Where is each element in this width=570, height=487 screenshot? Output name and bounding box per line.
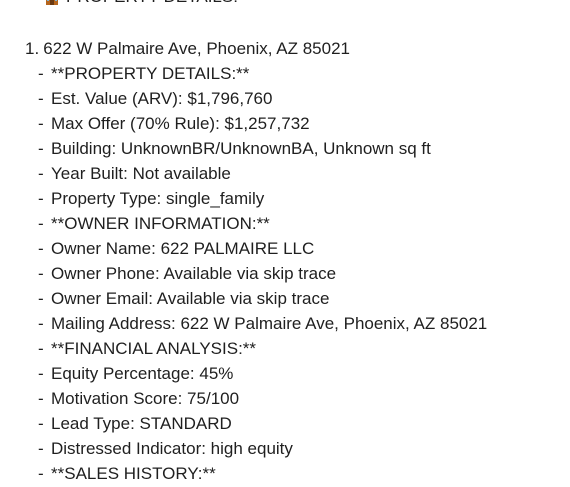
detail-text: Motivation Score: 75/100 — [51, 389, 240, 408]
detail-text: **SALES HISTORY:** — [51, 464, 216, 483]
property-address: 622 W Palmaire Ave, Phoenix, AZ 85021 — [43, 39, 351, 58]
detail-line: - Property Type: single_family — [25, 186, 560, 211]
detail-line: - **SALES HISTORY:** — [25, 461, 560, 486]
bullet-dash: - — [38, 439, 44, 458]
bullet-dash: - — [38, 214, 44, 233]
bullet-dash: - — [38, 389, 44, 408]
detail-line: - Motivation Score: 75/100 — [25, 386, 560, 411]
detail-line: - Equity Percentage: 45% — [25, 361, 560, 386]
bullet-dash: - — [38, 139, 44, 158]
detail-text: Distressed Indicator: high equity — [51, 439, 293, 458]
detail-line: - Max Offer (70% Rule): $1,257,732 — [25, 111, 560, 136]
section-header-cut-off: PROPERTY DETAILS: — [44, 0, 238, 8]
bullet-dash: - — [38, 289, 44, 308]
detail-text: Lead Type: STANDARD — [51, 414, 232, 433]
detail-line: - **OWNER INFORMATION:** — [25, 211, 560, 236]
detail-line: - Year Built: Not available — [25, 161, 560, 186]
section-header-text: PROPERTY DETAILS: — [66, 0, 238, 7]
bullet-dash: - — [38, 239, 44, 258]
bullet-dash: - — [38, 264, 44, 283]
detail-text: Max Offer (70% Rule): $1,257,732 — [51, 114, 310, 133]
detail-line: - Building: UnknownBR/UnknownBA, Unknown … — [25, 136, 560, 161]
bullet-dash: - — [38, 339, 44, 358]
detail-text: Owner Email: Available via skip trace — [51, 289, 330, 308]
bullet-dash: - — [38, 164, 44, 183]
bullet-dash: - — [38, 114, 44, 133]
detail-line: - Owner Email: Available via skip trace — [25, 286, 560, 311]
bullet-dash: - — [38, 414, 44, 433]
detail-line: - Distressed Indicator: high equity — [25, 436, 560, 461]
detail-text: Mailing Address: 622 W Palmaire Ave, Pho… — [51, 314, 488, 333]
bullet-dash: - — [38, 64, 44, 83]
bullet-dash: - — [38, 89, 44, 108]
detail-text: Est. Value (ARV): $1,796,760 — [51, 89, 273, 108]
bullet-dash: - — [38, 189, 44, 208]
detail-text: **FINANCIAL ANALYSIS:** — [51, 339, 257, 358]
detail-text: Property Type: single_family — [51, 189, 265, 208]
detail-text: **OWNER INFORMATION:** — [51, 214, 270, 233]
detail-text: Building: UnknownBR/UnknownBA, Unknown s… — [51, 139, 431, 158]
detail-line: - Lead Type: STANDARD — [25, 411, 560, 436]
property-listing: 1. 622 W Palmaire Ave, Phoenix, AZ 85021… — [25, 36, 560, 486]
detail-text: Equity Percentage: 45% — [51, 364, 234, 383]
detail-text: Owner Name: 622 PALMAIRE LLC — [51, 239, 315, 258]
detail-line: - Owner Phone: Available via skip trace — [25, 261, 560, 286]
list-item-header: 1. 622 W Palmaire Ave, Phoenix, AZ 85021 — [25, 36, 560, 61]
detail-text: Year Built: Not available — [51, 164, 231, 183]
list-item-number: 1. — [25, 39, 40, 58]
bullet-dash: - — [38, 314, 44, 333]
detail-line: - **PROPERTY DETAILS:** — [25, 61, 560, 86]
house-icon — [44, 0, 60, 5]
detail-line: - Owner Name: 622 PALMAIRE LLC — [25, 236, 560, 261]
detail-line: - **FINANCIAL ANALYSIS:** — [25, 336, 560, 361]
detail-text: **PROPERTY DETAILS:** — [51, 64, 250, 83]
detail-text: Owner Phone: Available via skip trace — [51, 264, 337, 283]
bullet-dash: - — [38, 364, 44, 383]
bullet-dash: - — [38, 464, 44, 483]
detail-line: - Est. Value (ARV): $1,796,760 — [25, 86, 560, 111]
detail-line: - Mailing Address: 622 W Palmaire Ave, Ph… — [25, 311, 560, 336]
